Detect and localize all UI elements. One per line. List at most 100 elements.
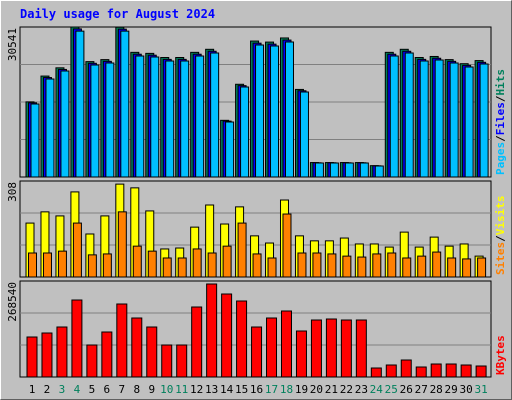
bar: [267, 257, 277, 278]
bar: [120, 30, 130, 178]
bar: [90, 64, 100, 178]
legend-entry: Visits: [494, 196, 507, 236]
bar: [314, 162, 324, 178]
bar: [180, 60, 190, 178]
bar: [177, 257, 187, 278]
bar: [284, 41, 294, 178]
bar: [329, 162, 339, 178]
bar: [344, 162, 354, 178]
bar: [445, 363, 457, 378]
bar: [102, 253, 112, 278]
bar: [355, 319, 367, 378]
x-tick-label: 14: [220, 383, 234, 396]
x-tick-label: 25: [385, 383, 398, 396]
x-tick-label: 9: [148, 383, 155, 396]
bar: [192, 248, 202, 278]
bar: [477, 257, 487, 278]
legend: Pages/Files/Hits: [494, 69, 507, 175]
x-tick-label: 21: [325, 383, 338, 396]
bar: [237, 222, 247, 278]
bar: [357, 256, 367, 278]
bar: [162, 257, 172, 278]
y-max-label: 268540: [6, 282, 19, 322]
x-tick-label: 17: [265, 383, 278, 396]
bar: [385, 364, 397, 378]
x-tick-label: 23: [355, 383, 368, 396]
legend-separator: /: [494, 95, 507, 102]
legend-entry: Hits: [494, 69, 507, 96]
bar: [462, 258, 472, 278]
legend-separator: /: [494, 235, 507, 242]
bar: [370, 367, 382, 378]
bar: [297, 252, 307, 278]
bar: [87, 254, 97, 278]
legend: Sites/Visits: [494, 196, 507, 276]
bar: [270, 45, 280, 178]
bar: [312, 252, 322, 278]
x-tick-label: 22: [340, 383, 353, 396]
y-max-label: 308: [6, 182, 19, 202]
x-tick-label: 19: [295, 383, 308, 396]
bar: [195, 55, 205, 178]
bar: [222, 245, 232, 278]
chart-title: Daily usage for August 2024: [20, 7, 215, 21]
bar: [56, 326, 68, 378]
bar: [479, 63, 489, 178]
bar: [28, 252, 37, 278]
x-tick-label: 30: [460, 383, 473, 396]
bar: [417, 255, 427, 278]
legend-entry: KBytes: [494, 335, 507, 375]
bar: [161, 344, 173, 378]
bar: [75, 30, 85, 178]
bar: [325, 318, 337, 378]
bar: [374, 165, 384, 178]
legend-entry: Pages: [494, 142, 507, 175]
x-tick-label: 13: [205, 383, 218, 396]
bar: [41, 332, 53, 378]
bar: [372, 253, 382, 278]
legend: KBytes: [494, 335, 507, 375]
bar: [255, 44, 265, 178]
bar: [432, 251, 442, 278]
x-tick-label: 4: [74, 383, 81, 396]
bar: [225, 121, 235, 178]
bar: [146, 326, 158, 378]
bar: [221, 293, 233, 378]
x-tick-label: 12: [190, 383, 203, 396]
bar: [342, 255, 352, 278]
x-tick-label: 29: [445, 383, 458, 396]
x-tick-label: 6: [104, 383, 111, 396]
bar: [400, 359, 412, 378]
bar: [282, 213, 292, 278]
bar: [117, 211, 127, 278]
bar: [389, 55, 399, 178]
bar: [71, 299, 83, 378]
bar: [236, 300, 248, 378]
bar: [402, 257, 412, 278]
x-tick-label: 16: [250, 383, 263, 396]
bar: [176, 344, 188, 378]
bar: [430, 363, 442, 378]
bar: [207, 252, 217, 278]
bar: [460, 364, 472, 378]
x-tick-label: 10: [160, 383, 173, 396]
legend-entry: Sites: [494, 242, 507, 275]
bar: [206, 283, 218, 378]
bar: [165, 60, 175, 178]
bar: [266, 317, 278, 378]
x-tick-label: 24: [370, 383, 384, 396]
bar: [26, 336, 38, 378]
x-tick-label: 5: [89, 383, 96, 396]
x-tick-label: 26: [400, 383, 413, 396]
x-tick-label: 1: [29, 383, 36, 396]
x-tick-label: 20: [310, 383, 323, 396]
bar: [419, 60, 429, 178]
bar: [415, 366, 427, 378]
legend-separator: /: [494, 135, 507, 142]
x-tick-label: 8: [133, 383, 140, 396]
bar: [135, 55, 145, 178]
bar: [60, 70, 70, 178]
